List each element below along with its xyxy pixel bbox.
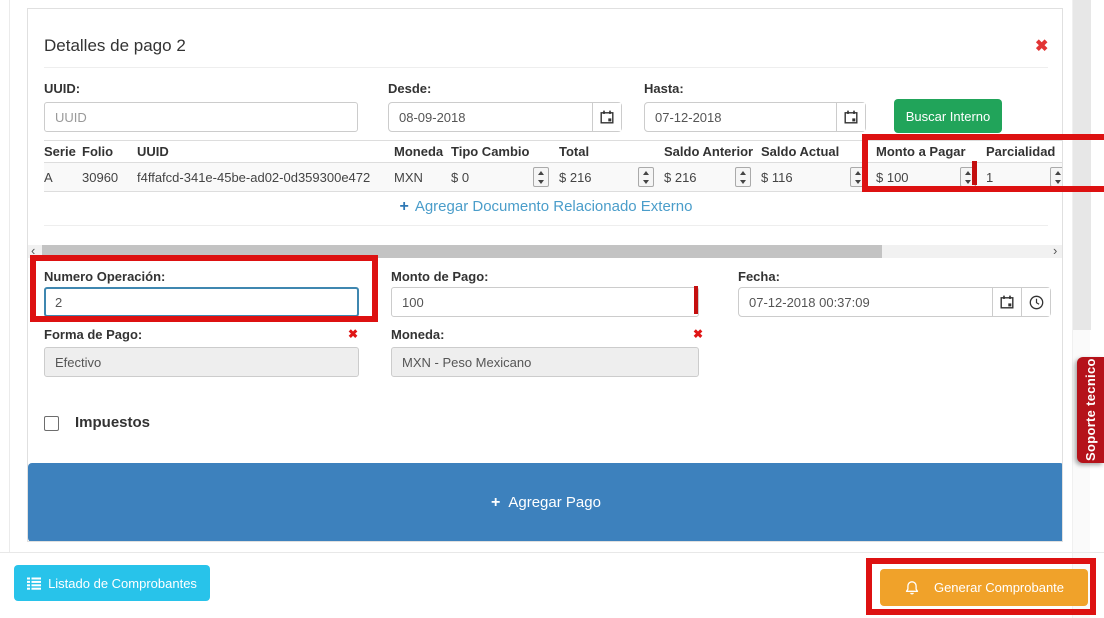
close-icon[interactable]: ✖ bbox=[1035, 38, 1049, 55]
agregar-pago-label: Agregar Pago bbox=[508, 494, 601, 511]
col-total: Total bbox=[559, 140, 664, 163]
impuestos-label: Impuestos bbox=[75, 414, 151, 431]
list-icon bbox=[27, 577, 42, 590]
uuid-filter-input[interactable]: UUID bbox=[44, 102, 358, 132]
col-saldo-actual: Saldo Actual bbox=[761, 140, 876, 163]
saldo-actual-input[interactable]: $ 116 bbox=[761, 169, 793, 185]
cell-parcialidad: 1 bbox=[986, 162, 1062, 192]
calendar-icon bbox=[1000, 295, 1014, 309]
agregar-documento-externo-label: Agregar Documento Relacionado Externo bbox=[414, 198, 693, 215]
hasta-calendar-addon[interactable] bbox=[836, 103, 865, 131]
cell-total: $ 216 bbox=[559, 162, 664, 192]
parcialidad-input[interactable]: 1 bbox=[986, 169, 994, 185]
total-spinner[interactable] bbox=[638, 167, 654, 187]
moneda-label: Moneda: bbox=[391, 327, 445, 342]
fecha-input[interactable]: 07-12-2018 00:37:09 bbox=[749, 295, 870, 310]
bell-icon bbox=[904, 580, 920, 596]
horizontal-scrollbar-thumb[interactable] bbox=[42, 245, 882, 258]
listado-comprobantes-button[interactable]: Listado de Comprobantes bbox=[14, 565, 210, 601]
saldo-anterior-input[interactable]: $ 216 bbox=[664, 169, 697, 185]
tipo-cambio-input[interactable]: $ 0 bbox=[451, 169, 470, 185]
table-row: A 30960 f4ffafcd-341e-45be-ad02-0d359300… bbox=[44, 162, 1062, 192]
page-title: Detalles de pago 2 bbox=[44, 36, 186, 55]
documents-table: Serie Folio UUID Moneda Tipo Cambio Tota… bbox=[44, 140, 1062, 192]
numero-operacion-label: Numero Operación: bbox=[44, 269, 166, 284]
desde-date-input[interactable]: 08-09-2018 bbox=[399, 110, 466, 125]
buscar-interno-button[interactable]: Buscar Interno bbox=[894, 99, 1002, 133]
col-moneda: Moneda bbox=[394, 140, 451, 163]
total-input[interactable]: $ 216 bbox=[559, 169, 592, 185]
cell-saldo-anterior: $ 216 bbox=[664, 162, 761, 192]
cell-monto-a-pagar: $ 100 bbox=[876, 162, 986, 192]
fecha-label: Fecha: bbox=[738, 269, 780, 284]
uuid-filter-label: UUID: bbox=[44, 81, 81, 96]
parcialidad-spinner[interactable] bbox=[1050, 167, 1062, 187]
validation-cursor bbox=[694, 286, 698, 314]
outer-container-border bbox=[9, 0, 10, 552]
col-saldo-anterior: Saldo Anterior bbox=[664, 140, 761, 163]
page-scrollbar-thumb[interactable] bbox=[1073, 0, 1091, 330]
table-header-row: Serie Folio UUID Moneda Tipo Cambio Tota… bbox=[44, 140, 1062, 163]
section-divider bbox=[44, 225, 1048, 226]
forma-de-pago-input: Efectivo bbox=[44, 347, 359, 377]
agregar-pago-button[interactable]: + Agregar Pago bbox=[28, 463, 1062, 541]
col-parcialidad: Parcialidad bbox=[986, 140, 1062, 163]
cell-uuid: f4ffafcd-341e-45be-ad02-0d359300e472 bbox=[137, 162, 394, 192]
generar-comprobante-button[interactable]: Generar Comprobante bbox=[880, 569, 1088, 606]
fecha-calendar-addon[interactable] bbox=[992, 288, 1021, 316]
chevron-left-icon[interactable]: ‹ bbox=[31, 243, 36, 258]
monto-a-pagar-input[interactable]: $ 100 bbox=[876, 169, 909, 185]
forma-de-pago-remove-icon[interactable]: ✖ bbox=[348, 327, 359, 341]
col-serie: Serie bbox=[44, 140, 82, 163]
fecha-clock-addon[interactable] bbox=[1021, 288, 1050, 316]
plus-icon: + bbox=[491, 493, 501, 511]
payment-detail-panel: Detalles de pago 2 ✖ UUID: UUID Desde: 0… bbox=[27, 8, 1063, 542]
desde-filter-label: Desde: bbox=[388, 81, 432, 96]
forma-de-pago-label: Forma de Pago: bbox=[44, 327, 143, 342]
desde-calendar-addon[interactable] bbox=[592, 103, 621, 131]
desde-date-group: 08-09-2018 bbox=[388, 102, 622, 132]
moneda-input: MXN - Peso Mexicano bbox=[391, 347, 699, 377]
agregar-documento-externo-link[interactable]: + Agregar Documento Relacionado Externo bbox=[28, 198, 1062, 216]
col-monto-a-pagar: Monto a Pagar bbox=[876, 140, 986, 163]
plus-icon: + bbox=[399, 198, 409, 215]
hasta-filter-label: Hasta: bbox=[644, 81, 684, 96]
cell-serie: A bbox=[44, 162, 82, 192]
fecha-group: 07-12-2018 00:37:09 bbox=[738, 287, 1051, 317]
monto-de-pago-input[interactable]: 100 bbox=[391, 287, 699, 317]
saldo-actual-spinner[interactable] bbox=[850, 167, 866, 187]
soporte-tecnico-tab[interactable]: Soporte tecnico bbox=[1077, 357, 1104, 463]
calendar-icon bbox=[844, 110, 858, 124]
hasta-date-input[interactable]: 07-12-2018 bbox=[655, 110, 722, 125]
impuestos-checkbox[interactable] bbox=[44, 416, 59, 431]
cell-moneda: MXN bbox=[394, 162, 451, 192]
cell-saldo-actual: $ 116 bbox=[761, 162, 876, 192]
col-uuid: UUID bbox=[137, 140, 394, 163]
saldo-anterior-spinner[interactable] bbox=[735, 167, 751, 187]
tipo-cambio-spinner[interactable] bbox=[533, 167, 549, 187]
col-tipo-cambio: Tipo Cambio bbox=[451, 140, 559, 163]
chevron-right-icon[interactable]: › bbox=[1053, 243, 1058, 258]
monto-de-pago-label: Monto de Pago: bbox=[391, 269, 489, 284]
generar-comprobante-label: Generar Comprobante bbox=[933, 580, 1065, 595]
cell-folio: 30960 bbox=[82, 162, 137, 192]
clock-icon bbox=[1029, 295, 1044, 310]
title-divider bbox=[44, 67, 1048, 68]
listado-comprobantes-label: Listado de Comprobantes bbox=[48, 575, 197, 591]
moneda-remove-icon[interactable]: ✖ bbox=[693, 327, 704, 341]
footer-divider bbox=[0, 552, 1104, 553]
col-folio: Folio bbox=[82, 140, 137, 163]
validation-cursor bbox=[972, 161, 977, 185]
numero-operacion-input[interactable]: 2 bbox=[44, 287, 359, 317]
calendar-icon bbox=[600, 110, 614, 124]
hasta-date-group: 07-12-2018 bbox=[644, 102, 866, 132]
page-scrollbar[interactable] bbox=[1072, 0, 1091, 618]
cell-tipo-cambio: $ 0 bbox=[451, 162, 559, 192]
horizontal-scrollbar[interactable]: ‹ › bbox=[28, 243, 1062, 258]
uuid-placeholder: UUID bbox=[55, 110, 87, 125]
